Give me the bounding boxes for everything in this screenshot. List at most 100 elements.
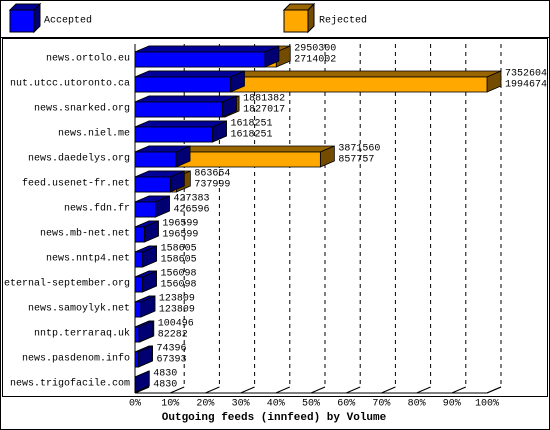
bar-front (134, 251, 143, 268)
tick-mark (134, 386, 150, 394)
value-label: 123809 (159, 305, 195, 316)
x-tick-label: 10% (161, 399, 179, 410)
tick-mark (346, 386, 361, 394)
tick-mark (170, 386, 185, 394)
y-tick-label: news.fdn.fr (64, 203, 130, 215)
tick-mark (275, 386, 290, 394)
plot-frame (2, 38, 548, 397)
bar (134, 370, 150, 393)
value-label: 1994674 (505, 80, 547, 91)
swatch-front (9, 9, 35, 33)
tick-mark (381, 386, 396, 394)
x-tick-label: 90% (443, 399, 461, 410)
value-label: 426596 (173, 205, 209, 216)
bar (134, 95, 237, 118)
value-label: 427383 (173, 194, 209, 205)
y-tick-label: news.pasdenom.info (22, 353, 130, 365)
value-label: 158605 (161, 244, 197, 255)
bar-front (134, 226, 145, 243)
tick-mark (310, 386, 326, 394)
bar-front (134, 51, 266, 68)
y-tick-label: nntp.terraraq.uk (34, 328, 130, 340)
bar (134, 170, 185, 193)
bar (134, 220, 159, 243)
bar-front (134, 351, 139, 368)
value-label: 196599 (162, 219, 198, 230)
value-label: 1618251 (230, 119, 272, 130)
value-label: 156098 (160, 280, 196, 291)
x-tick-label: 30% (232, 399, 250, 410)
bar (134, 145, 191, 168)
value-label: 7352604 (505, 69, 547, 80)
value-label: 4830 (153, 369, 177, 380)
bar-front (134, 151, 177, 168)
y-tick-label: news.samoylyk.net (28, 303, 130, 315)
y-tick-label: news.mb-net.net (40, 228, 130, 240)
value-label: 3871560 (338, 144, 380, 155)
y-tick-label: eternal-september.org (4, 278, 130, 290)
value-label: 1618251 (230, 130, 272, 141)
value-label: 156098 (160, 269, 196, 280)
value-label: 1881382 (243, 94, 285, 105)
bar-front (134, 76, 231, 93)
y-tick-label: news.niel.me (58, 128, 130, 140)
y-tick-label: news.nntp4.net (46, 254, 130, 265)
value-label: 158605 (161, 255, 197, 266)
bar (134, 345, 153, 368)
bar (134, 70, 245, 93)
value-label: 196599 (162, 230, 198, 241)
y-tick-label: news.ortolo.eu (46, 53, 130, 65)
value-label: 4830 (153, 380, 177, 391)
bar (134, 320, 154, 343)
value-label: 123809 (159, 294, 195, 305)
value-label: 857757 (338, 155, 374, 166)
bar (134, 120, 227, 143)
bar-front (134, 301, 142, 318)
bar-front (134, 126, 213, 143)
bar-top (134, 70, 245, 78)
x-tick-label: 0% (129, 399, 141, 410)
bar-front (134, 101, 223, 118)
legend-label: Rejected (319, 15, 367, 27)
y-tick-label: nut.utcc.utoronto.ca (10, 79, 130, 90)
x-tick-label: 70% (372, 399, 390, 410)
x-tick-label: 100% (475, 399, 499, 410)
value-label: 100496 (158, 319, 194, 330)
tick-mark (240, 386, 255, 394)
bar-top (134, 45, 280, 53)
bar-top (134, 95, 237, 103)
y-tick-label: feed.usenet-fr.net (22, 178, 130, 190)
bar-front (134, 201, 156, 218)
x-axis-title: Outgoing feeds (innfeed) by Volume (162, 412, 387, 424)
value-label: 1827017 (243, 105, 285, 116)
legend-box (0, 0, 550, 38)
value-label: 2950300 (294, 44, 336, 55)
bar-front (134, 276, 143, 293)
legend-swatch (8, 2, 42, 34)
y-tick-label: news.snarked.org (34, 103, 130, 115)
tick-mark (205, 386, 220, 394)
x-tick-label: 60% (337, 399, 355, 410)
bar (134, 45, 280, 68)
bar-front (134, 326, 140, 343)
x-tick-label: 20% (196, 399, 214, 410)
bar (134, 270, 157, 293)
value-label: 2714002 (294, 55, 336, 66)
bar-front (134, 176, 171, 193)
swatch-front (283, 9, 309, 33)
tick-mark (451, 386, 466, 394)
y-tick-label: news.trigofacile.com (10, 378, 130, 390)
value-label: 74396 (157, 344, 187, 355)
value-label: 82282 (158, 330, 188, 341)
bar (134, 245, 157, 268)
legend-swatch (282, 2, 316, 34)
y-tick-label: news.daedelys.org (28, 153, 130, 165)
value-label: 737999 (194, 180, 230, 191)
legend-label: Accepted (44, 15, 92, 27)
bar (134, 295, 156, 318)
tick-mark (486, 386, 502, 394)
x-tick-label: 40% (267, 399, 285, 410)
value-label: 863654 (194, 169, 230, 180)
value-label: 67393 (157, 355, 187, 366)
